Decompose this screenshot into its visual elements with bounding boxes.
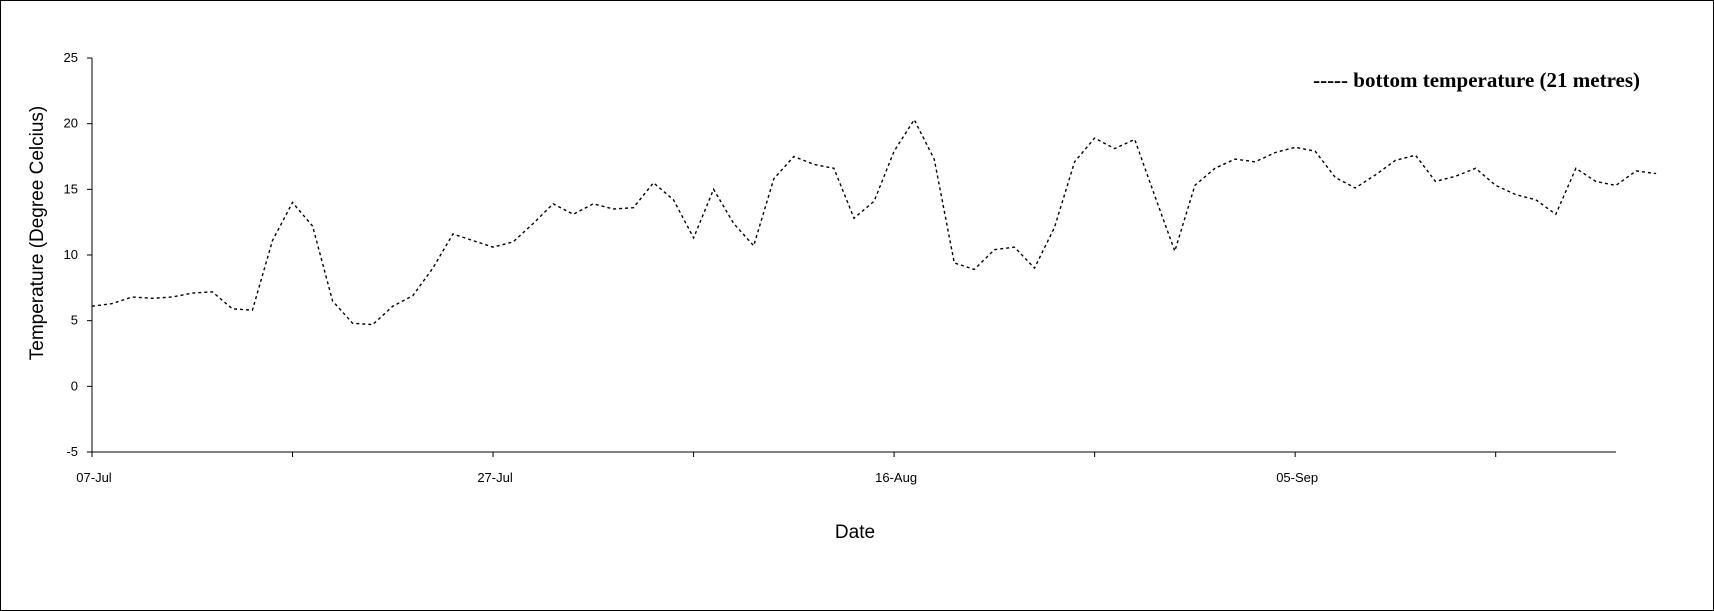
x-tick-label: 05-Sep — [1276, 470, 1318, 485]
y-tick-group: -5 0 5 10 15 20 25 — [64, 50, 92, 459]
x-axis-title: Date — [835, 522, 875, 543]
y-tick-label: 20 — [64, 116, 78, 131]
x-tick-label: 07-Jul — [76, 470, 112, 485]
legend-entry: ----- bottom temperature (21 metres) — [1313, 68, 1640, 92]
y-tick-label: 5 — [71, 313, 78, 328]
y-tick-label: -5 — [66, 444, 78, 459]
x-tick-label: 16-Aug — [875, 470, 917, 485]
y-axis-title: Temperature (Degree Celcius) — [27, 106, 48, 361]
series-layer — [91, 118, 1657, 326]
x-tick-group: 07-Jul 27-Jul 16-Aug 05-Sep — [76, 452, 1497, 485]
y-tick-label: 0 — [71, 378, 78, 393]
y-tick-label: 25 — [64, 50, 78, 65]
y-tick-label: 15 — [64, 181, 78, 196]
y-tick-label: 10 — [64, 247, 78, 262]
series-line — [91, 118, 1657, 326]
x-tick-label: 27-Jul — [477, 470, 513, 485]
